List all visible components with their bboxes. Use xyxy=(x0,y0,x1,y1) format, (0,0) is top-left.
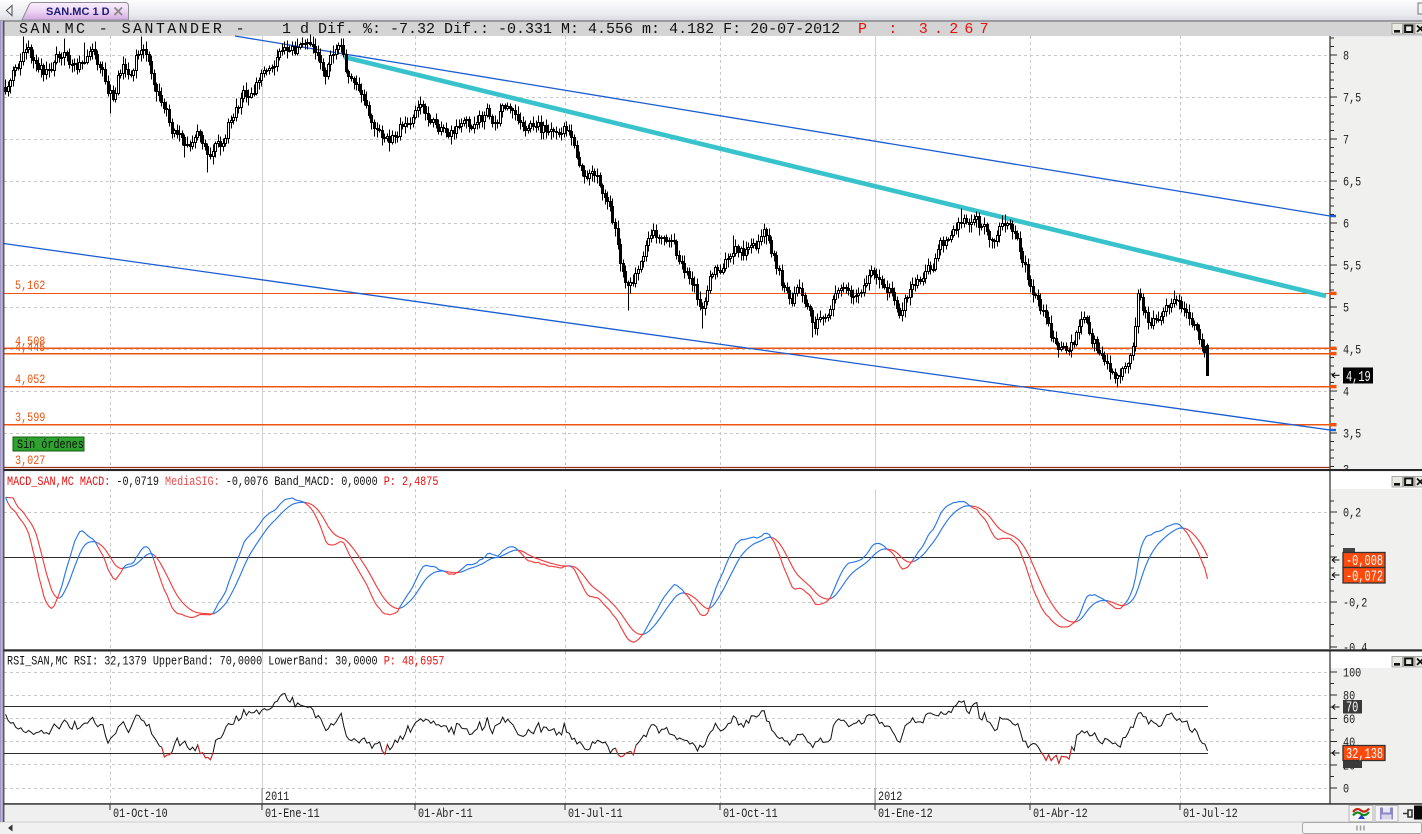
svg-text:7: 7 xyxy=(1343,133,1349,147)
svg-text:-0,008: -0,008 xyxy=(1346,553,1383,569)
svg-text:70: 70 xyxy=(1346,700,1358,716)
svg-text:6: 6 xyxy=(1343,217,1349,231)
svg-text:0: 0 xyxy=(1343,782,1349,796)
svg-text:P : 3.267: P : 3.267 xyxy=(858,21,995,38)
svg-text:01-Oct-11: 01-Oct-11 xyxy=(723,807,778,821)
svg-text:-0,2: -0,2 xyxy=(1343,596,1367,610)
svg-text:SAN.MC 1 D: SAN.MC 1 D xyxy=(46,6,110,18)
svg-text:3,5: 3,5 xyxy=(1343,427,1361,441)
svg-text:5: 5 xyxy=(1343,301,1349,315)
svg-text:5,162: 5,162 xyxy=(15,279,45,293)
svg-text:MACD_SAN,MC MACD: -0,0719 Medi: MACD_SAN,MC MACD: -0,0719 MediaSIG: -0,0… xyxy=(7,475,438,489)
svg-text:0,2: 0,2 xyxy=(1343,506,1361,520)
svg-text:2011: 2011 xyxy=(265,790,289,804)
svg-text:-0,072: -0,072 xyxy=(1346,569,1383,585)
svg-text:4: 4 xyxy=(1343,385,1349,399)
svg-text:7,5: 7,5 xyxy=(1343,91,1361,105)
svg-text:4,052: 4,052 xyxy=(15,373,45,387)
svg-text:01-Ene-12: 01-Ene-12 xyxy=(878,807,933,821)
svg-text:Sin órdenes: Sin órdenes xyxy=(17,438,84,452)
svg-text:01-Jul-12: 01-Jul-12 xyxy=(1183,807,1238,821)
svg-text:01-Ene-11: 01-Ene-11 xyxy=(265,807,320,821)
svg-text:32,138: 32,138 xyxy=(1346,746,1383,762)
svg-text:4,445: 4,445 xyxy=(15,341,45,355)
svg-text:4,508: 4,508 xyxy=(15,335,45,349)
svg-text:4,5: 4,5 xyxy=(1343,343,1361,357)
svg-text:01-Abr-11: 01-Abr-11 xyxy=(418,807,473,821)
svg-text:4,19: 4,19 xyxy=(1346,369,1371,385)
svg-text:100: 100 xyxy=(1343,666,1361,680)
svg-text:60: 60 xyxy=(1343,713,1355,727)
svg-text:2012: 2012 xyxy=(878,790,902,804)
svg-text:8: 8 xyxy=(1343,49,1349,63)
svg-text:3,599: 3,599 xyxy=(15,411,45,425)
svg-text:01-Jul-11: 01-Jul-11 xyxy=(568,807,623,821)
svg-text:01-Abr-12: 01-Abr-12 xyxy=(1033,807,1088,821)
svg-text:01-Oct-10: 01-Oct-10 xyxy=(113,807,168,821)
svg-text:6,5: 6,5 xyxy=(1343,175,1361,189)
svg-text:RSI_SAN,MC RSI: 32,1379 UpperB: RSI_SAN,MC RSI: 32,1379 UpperBand: 70,00… xyxy=(7,654,444,668)
svg-text:SAN.MC - SANTANDER -: SAN.MC - SANTANDER - xyxy=(19,21,247,38)
svg-text:5,5: 5,5 xyxy=(1343,259,1361,273)
svg-text:3,027: 3,027 xyxy=(15,454,45,468)
svg-text:1 d Dif. %: -7.32 Dif.: -0.331: 1 d Dif. %: -7.32 Dif.: -0.331 M: 4.556 … xyxy=(282,21,840,38)
